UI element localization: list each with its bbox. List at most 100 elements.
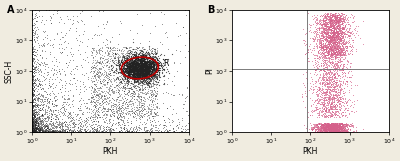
Point [334, 24, 341, 26]
Point [131, 67, 138, 70]
Point [330, 40, 336, 43]
Point [141, 63, 148, 66]
Point [337, 38, 343, 41]
Point [338, 12, 344, 14]
Point [186, 37, 192, 40]
Point [90, 131, 96, 133]
Point [75, 118, 81, 121]
Point [133, 76, 139, 78]
Point [318, 64, 324, 67]
Point [116, 55, 123, 58]
Point [297, 96, 303, 99]
Point [114, 56, 120, 58]
Point [152, 51, 158, 54]
Point [308, 131, 315, 134]
Point [38, 130, 45, 133]
Point [133, 131, 139, 133]
Point [122, 73, 129, 75]
Point [158, 62, 164, 64]
Point [142, 86, 148, 89]
Point [138, 68, 145, 71]
Point [130, 67, 136, 70]
Point [333, 130, 339, 133]
Point [338, 31, 345, 34]
Point [320, 20, 326, 22]
Point [324, 45, 330, 47]
Point [336, 131, 342, 134]
Point [36, 80, 42, 82]
Point [319, 27, 326, 30]
Point [37, 84, 43, 86]
Point [29, 130, 36, 133]
Point [320, 80, 326, 83]
Point [325, 127, 332, 130]
Point [52, 100, 58, 103]
Point [187, 131, 194, 134]
Point [91, 120, 98, 122]
Point [190, 130, 196, 133]
Point [124, 130, 130, 133]
Point [105, 126, 111, 129]
Point [270, 108, 276, 111]
Point [321, 35, 327, 38]
Point [104, 39, 110, 41]
Point [135, 69, 141, 72]
Point [361, 131, 367, 133]
Point [323, 24, 329, 27]
Point [138, 107, 145, 110]
Point [333, 129, 340, 132]
Point [127, 72, 133, 75]
Point [29, 114, 36, 117]
Point [136, 70, 142, 72]
Point [338, 48, 344, 51]
Point [135, 57, 141, 60]
Point [46, 77, 52, 80]
Point [144, 67, 151, 70]
Point [332, 30, 339, 33]
Point [120, 62, 126, 64]
Point [130, 56, 136, 58]
Point [139, 62, 146, 65]
Point [115, 88, 122, 90]
Point [320, 131, 326, 134]
Point [30, 81, 36, 84]
Point [123, 92, 129, 95]
Point [336, 19, 342, 22]
Point [337, 126, 344, 128]
Point [298, 131, 304, 134]
Point [333, 91, 339, 93]
Point [96, 81, 103, 84]
Point [175, 126, 182, 129]
Point [320, 93, 327, 96]
Point [140, 63, 146, 66]
Point [329, 50, 335, 52]
Point [354, 33, 361, 36]
Point [330, 126, 337, 128]
Point [143, 56, 150, 59]
Point [45, 73, 51, 76]
Point [127, 63, 134, 66]
Point [314, 36, 320, 38]
Point [67, 59, 73, 61]
Point [342, 128, 348, 131]
Point [326, 107, 332, 110]
Point [339, 114, 345, 116]
Point [117, 82, 123, 85]
Point [236, 112, 243, 114]
Point [340, 17, 346, 20]
Point [326, 73, 333, 76]
Point [161, 118, 167, 121]
Point [53, 121, 60, 123]
Point [144, 112, 150, 115]
Point [314, 95, 321, 97]
Point [336, 128, 343, 130]
Point [136, 88, 142, 90]
Point [340, 123, 346, 125]
Point [132, 130, 139, 133]
Point [326, 131, 332, 134]
Point [50, 129, 56, 132]
Point [330, 24, 336, 27]
Point [322, 14, 328, 17]
Point [321, 20, 328, 22]
Point [221, 131, 228, 133]
